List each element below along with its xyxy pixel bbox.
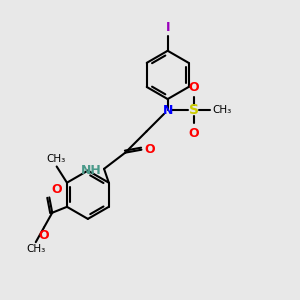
Text: NH: NH (81, 164, 102, 176)
Text: N: N (163, 104, 173, 117)
Text: CH₃: CH₃ (46, 154, 66, 164)
Text: O: O (52, 183, 62, 196)
Text: S: S (189, 103, 199, 117)
Text: O: O (39, 229, 49, 242)
Text: CH₃: CH₃ (212, 105, 232, 115)
Text: O: O (188, 81, 199, 94)
Text: I: I (165, 21, 170, 34)
Text: CH₃: CH₃ (26, 244, 45, 254)
Text: O: O (144, 142, 155, 156)
Text: O: O (188, 127, 199, 140)
